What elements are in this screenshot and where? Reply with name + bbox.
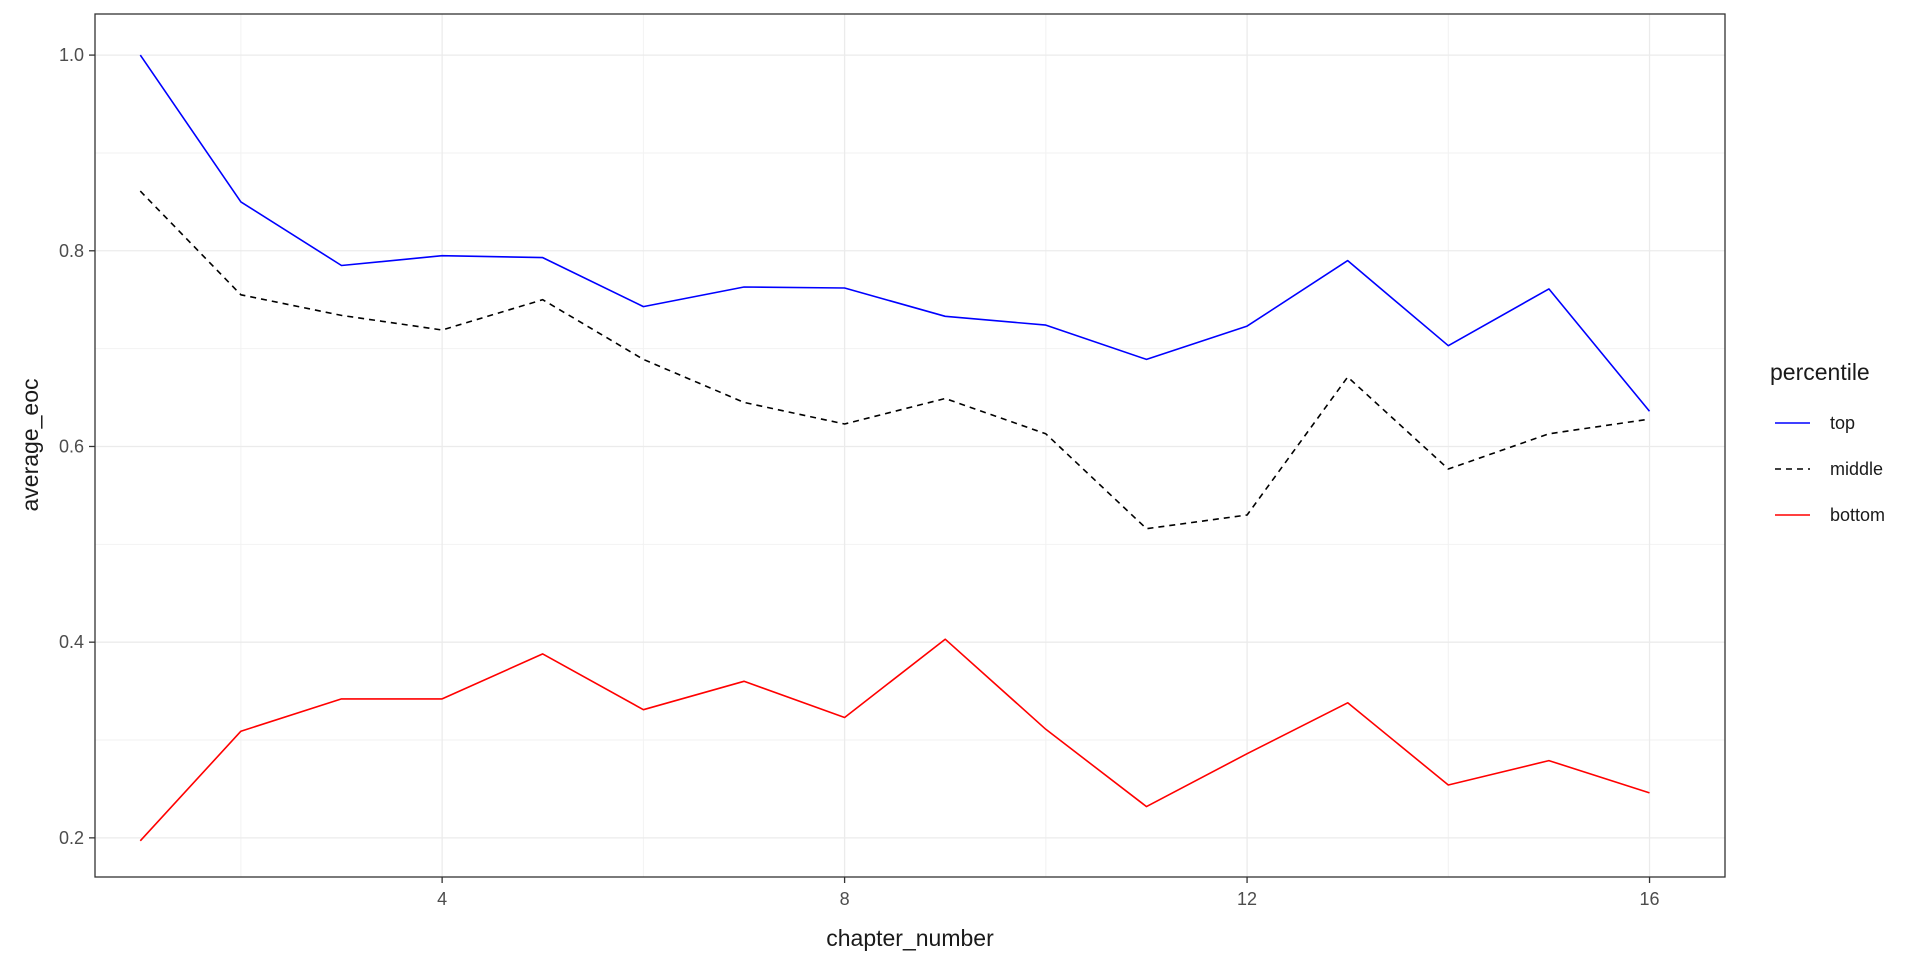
y-tick-label: 1.0 [59, 45, 84, 65]
legend-title: percentile [1770, 359, 1870, 385]
x-tick-label: 12 [1237, 889, 1257, 909]
x-axis-title: chapter_number [826, 925, 994, 951]
plot-border [94, 13, 1726, 878]
plot-background [95, 14, 1725, 877]
legend-label-top: top [1830, 413, 1855, 433]
legend-label-middle: middle [1830, 459, 1883, 479]
series-line-top [139, 54, 1651, 412]
legend-label-bottom: bottom [1830, 505, 1885, 525]
y-tick-label: 0.4 [59, 632, 84, 652]
x-tick-label: 8 [840, 889, 850, 909]
y-axis-title: average_eoc [17, 379, 43, 512]
series-line-middle [139, 190, 1650, 530]
x-tick-label: 4 [437, 889, 447, 909]
legend: percentile top middle bottom [1770, 359, 1885, 525]
series-line-bottom [139, 638, 1650, 842]
major-gridlines [95, 14, 1725, 877]
y-axis-ticks: 0.2 0.4 0.6 0.8 1.0 [59, 45, 95, 848]
y-tick-label: 0.6 [59, 436, 84, 456]
y-tick-label: 0.8 [59, 241, 84, 261]
x-tick-label: 16 [1640, 889, 1660, 909]
y-tick-label: 0.2 [59, 828, 84, 848]
minor-gridlines [95, 14, 1725, 877]
legend-items: top middle bottom [1775, 413, 1885, 525]
x-axis-ticks: 4 8 12 16 [437, 877, 1660, 909]
series-lines [139, 54, 1651, 842]
